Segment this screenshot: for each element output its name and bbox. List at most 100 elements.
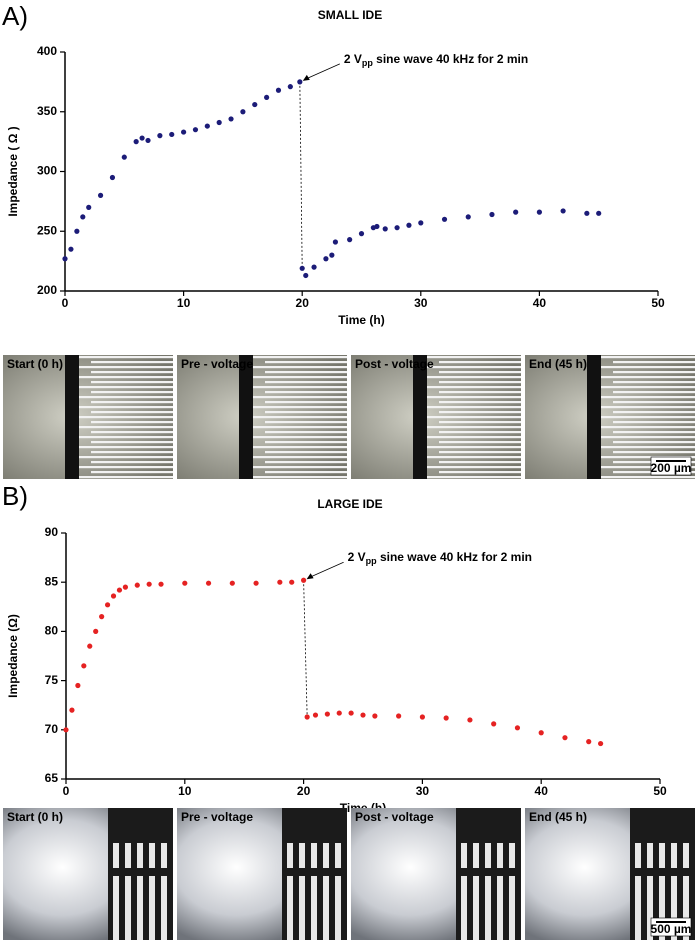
data-point xyxy=(441,216,448,222)
x-tick-label: 10 xyxy=(178,784,192,798)
data-point xyxy=(109,174,116,181)
x-tick-label: 0 xyxy=(62,296,69,310)
electrode-finger xyxy=(439,381,521,384)
electrode-finger xyxy=(485,843,491,940)
data-point xyxy=(513,209,519,215)
data-point xyxy=(358,231,365,237)
electrode-finger xyxy=(613,411,695,414)
electrode-finger xyxy=(601,466,695,469)
electrode-finger xyxy=(161,843,167,940)
electrode-finger xyxy=(79,476,173,479)
data-point xyxy=(562,735,568,741)
electrode-finger xyxy=(265,461,347,464)
data-point xyxy=(99,614,105,620)
electrode-finger xyxy=(427,376,521,379)
scale-bar-label: 200 µm xyxy=(651,461,692,475)
micrograph: Post - voltage xyxy=(351,355,521,479)
annotation: 2 Vpp sine wave 40 kHz for 2 min xyxy=(348,550,532,566)
electrode-finger xyxy=(601,366,695,369)
electrode-finger xyxy=(113,843,119,940)
finger-gap xyxy=(161,868,167,876)
data-point xyxy=(465,214,471,220)
electrode-finger xyxy=(91,411,173,414)
image-label: Pre - voltage xyxy=(181,810,253,824)
data-point xyxy=(87,643,93,649)
electrode-finger xyxy=(439,401,521,404)
annotation-part: 2 V xyxy=(348,550,366,564)
finger-gap xyxy=(635,868,641,876)
scale-bar-label: 500 µm xyxy=(651,922,692,936)
electrode-finger xyxy=(613,431,695,434)
electrode-finger xyxy=(125,843,131,940)
data-point xyxy=(538,730,544,736)
electrode-finger xyxy=(427,396,521,399)
electrode-finger xyxy=(601,386,695,389)
electrode-finger xyxy=(613,421,695,424)
finger-gap xyxy=(323,868,329,876)
finger-gap xyxy=(113,868,119,876)
electrode-finger xyxy=(439,431,521,434)
data-point xyxy=(304,714,310,720)
y-tick-label: 90 xyxy=(45,525,59,539)
image-label: Post - voltage xyxy=(355,357,434,371)
electrode-finger xyxy=(613,441,695,444)
drop-connector xyxy=(303,580,308,718)
data-point xyxy=(86,204,92,210)
data-point xyxy=(586,739,592,745)
electrode-finger xyxy=(265,401,347,404)
data-point xyxy=(69,707,75,713)
data-point xyxy=(332,239,339,245)
electrode-finger xyxy=(79,376,173,379)
data-point xyxy=(311,264,317,270)
y-tick-label: 85 xyxy=(45,574,59,588)
image-label: Pre - voltage xyxy=(181,357,253,371)
data-point xyxy=(301,577,307,583)
data-point xyxy=(374,223,380,230)
electrode-finger xyxy=(439,451,521,454)
data-point xyxy=(104,602,111,608)
electrode-finger xyxy=(601,426,695,429)
finger-gap xyxy=(125,868,131,876)
micrograph: Pre - voltage xyxy=(177,355,347,479)
data-point xyxy=(360,712,366,718)
data-point xyxy=(93,628,99,635)
data-point xyxy=(348,710,354,716)
electrode-finger xyxy=(79,446,173,449)
electrode-finger xyxy=(439,441,521,444)
electrode-finger xyxy=(253,436,347,439)
electrode-finger xyxy=(601,446,695,449)
electrode-finger xyxy=(659,843,665,940)
x-tick-label: 30 xyxy=(414,296,428,310)
data-point xyxy=(63,727,69,733)
electrode-finger xyxy=(265,421,347,424)
x-tick-label: 50 xyxy=(651,296,665,310)
electrode-finger xyxy=(265,431,347,434)
electrode-finger xyxy=(79,426,173,429)
panel-label: B) xyxy=(2,481,28,511)
data-point xyxy=(536,209,543,215)
data-point xyxy=(62,256,68,262)
annotation-arrow xyxy=(307,561,344,579)
image-label: End (45 h) xyxy=(529,357,587,371)
electrode-finger xyxy=(265,361,347,364)
micrograph: Pre - voltage xyxy=(177,808,347,940)
electrode-bar xyxy=(65,355,79,479)
electrode-finger xyxy=(253,396,347,399)
data-point xyxy=(418,220,424,226)
data-point xyxy=(489,211,495,218)
electrode-finger xyxy=(253,406,347,409)
data-point xyxy=(289,579,295,585)
electrode-finger xyxy=(439,391,521,394)
data-point xyxy=(169,131,175,138)
finger-gap xyxy=(461,868,467,876)
electrode-finger xyxy=(439,421,521,424)
x-tick-label: 40 xyxy=(533,296,547,310)
data-point xyxy=(158,581,164,587)
electrode-finger xyxy=(601,376,695,379)
data-point xyxy=(382,226,388,232)
data-point xyxy=(192,127,199,133)
data-point xyxy=(299,265,305,271)
electrode-finger xyxy=(79,406,173,409)
x-axis-label: Time (h) xyxy=(338,313,384,327)
electrode-finger xyxy=(427,436,521,439)
